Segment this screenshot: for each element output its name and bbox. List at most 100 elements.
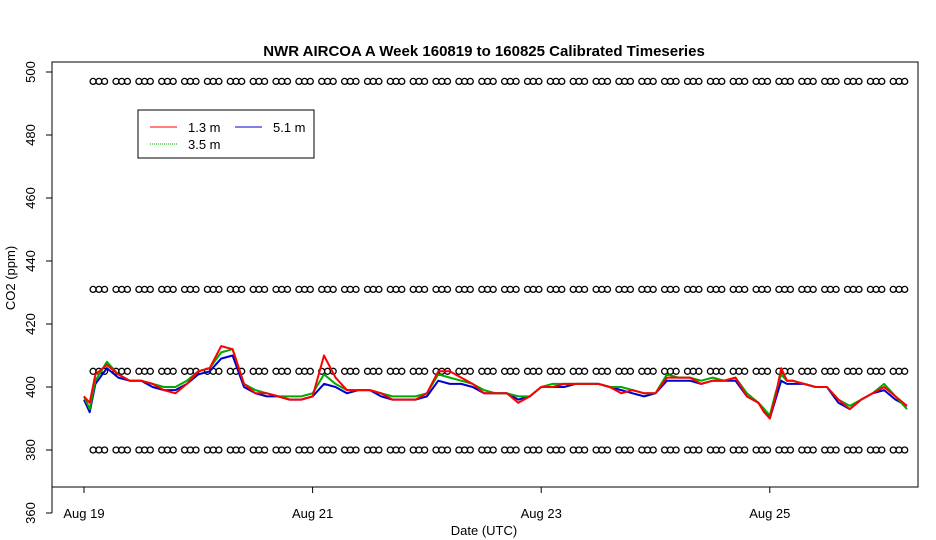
data-point [855, 285, 863, 294]
data-point [878, 446, 886, 454]
data-point [889, 285, 897, 294]
x-axis-label: Date (UTC) [451, 523, 517, 538]
data-point [901, 285, 909, 294]
data-point [512, 285, 520, 294]
data-point [466, 77, 474, 86]
data-point [123, 367, 132, 375]
series-lines [83, 345, 908, 420]
y-tick-label: 500 [23, 61, 38, 83]
data-point [718, 446, 726, 454]
data-point [741, 77, 749, 86]
x-tick-label: Aug 23 [521, 506, 562, 521]
data-point [283, 77, 292, 86]
data-point [169, 285, 177, 294]
data-point [318, 285, 326, 294]
data-point [146, 367, 154, 375]
data-point [123, 77, 132, 86]
data-point [626, 446, 635, 454]
data-point [432, 446, 440, 454]
data-point [512, 77, 520, 86]
data-point [878, 367, 886, 375]
data-point [443, 77, 452, 86]
data-point [398, 285, 406, 294]
data-point [466, 367, 474, 375]
data-point [558, 77, 566, 86]
y-tick-label: 440 [23, 250, 38, 272]
data-point [89, 285, 97, 294]
data-point [306, 285, 314, 294]
data-point [763, 446, 772, 454]
data-point [660, 77, 669, 86]
data-point [603, 367, 612, 375]
data-point [123, 285, 132, 294]
data-point [558, 367, 566, 375]
data-point [535, 367, 543, 375]
data-point [546, 367, 554, 375]
data-point [352, 367, 360, 375]
data-point [443, 446, 452, 454]
data-point [420, 77, 429, 86]
legend-label-1: 1.3 m [188, 120, 221, 135]
data-point [889, 77, 897, 86]
data-point [546, 446, 554, 454]
y-axis: 360 380 400 420 440 460 480 500 [23, 61, 53, 524]
data-point [546, 285, 554, 294]
x-tick-label: Aug 19 [63, 506, 104, 521]
data-point [306, 367, 314, 375]
data-point [809, 77, 817, 86]
data-point [649, 446, 657, 454]
data-point [283, 446, 292, 454]
data-point [878, 77, 886, 86]
legend: 1.3 m 5.1 m 3.5 m [137, 109, 315, 159]
data-point [901, 367, 909, 375]
x-axis: Aug 19 Aug 21 Aug 23 Aug 25 [63, 486, 790, 521]
legend-label-2: 5.1 m [273, 120, 306, 135]
data-point [672, 285, 680, 294]
data-point [786, 77, 795, 86]
data-point [329, 446, 337, 454]
data-point [512, 367, 520, 375]
series-line-1-3-m [83, 345, 908, 420]
data-point [89, 77, 97, 86]
data-point [306, 446, 314, 454]
data-point [603, 285, 612, 294]
data-point [649, 285, 657, 294]
data-point [489, 77, 497, 86]
data-point [718, 285, 726, 294]
data-point [741, 285, 749, 294]
plot-points [89, 77, 909, 454]
data-point [260, 285, 269, 294]
data-point [535, 285, 543, 294]
data-point [672, 77, 680, 86]
data-point [855, 446, 863, 454]
data-point [443, 285, 452, 294]
data-point [260, 77, 269, 86]
y-tick-label: 380 [23, 439, 38, 461]
data-point [306, 77, 314, 86]
data-point [238, 446, 246, 454]
data-point [558, 285, 566, 294]
data-point [672, 446, 680, 454]
data-point [649, 367, 657, 375]
data-point [695, 446, 703, 454]
y-tick-label: 480 [23, 124, 38, 146]
data-point [215, 77, 223, 86]
data-point [375, 446, 383, 454]
data-point [420, 285, 429, 294]
x-tick-label: Aug 21 [292, 506, 333, 521]
data-point [398, 77, 406, 86]
data-point [489, 446, 497, 454]
data-point [649, 77, 657, 86]
data-point [146, 77, 154, 86]
data-point [718, 367, 726, 375]
data-point [329, 77, 337, 86]
data-point [626, 367, 635, 375]
data-point [718, 77, 726, 86]
data-point [375, 367, 383, 375]
data-point [580, 367, 589, 375]
data-point [558, 446, 566, 454]
data-point [238, 285, 246, 294]
data-point [466, 285, 474, 294]
data-point [352, 446, 360, 454]
